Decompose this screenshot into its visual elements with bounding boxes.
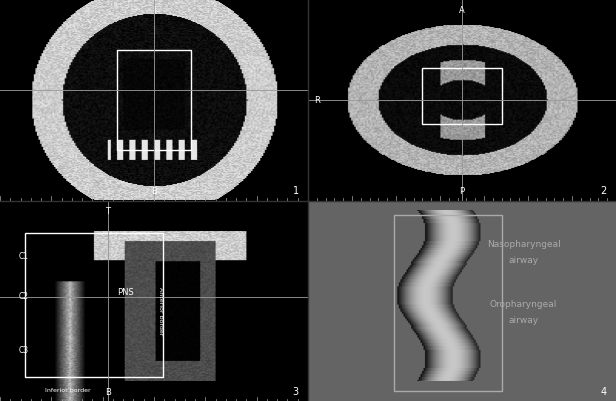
Text: Oropharyngeal: Oropharyngeal [490,300,557,309]
Text: Anterior border: Anterior border [158,287,163,335]
Text: 2: 2 [601,186,607,196]
Text: A: A [459,6,465,15]
Text: 4: 4 [601,387,607,397]
Bar [394,215,502,391]
Bar [25,233,163,377]
Text: P: P [460,188,464,196]
Text: C1: C1 [18,252,28,261]
Text: B: B [151,188,157,196]
Bar [422,68,502,124]
Text: C3: C3 [18,346,28,355]
Text: Nasopharyngeal: Nasopharyngeal [487,240,561,249]
Text: airway: airway [509,316,538,325]
Text: R: R [314,96,320,105]
Text: Inferior border: Inferior border [45,388,91,393]
Text: 3: 3 [293,387,299,397]
Bar [117,50,191,150]
Text: PNS: PNS [117,288,134,297]
Text: airway: airway [509,256,538,265]
Text: T: T [105,207,110,215]
Text: I: I [153,6,155,15]
Text: C2: C2 [18,292,28,301]
Text: 1: 1 [293,186,299,196]
Text: B: B [105,388,111,397]
